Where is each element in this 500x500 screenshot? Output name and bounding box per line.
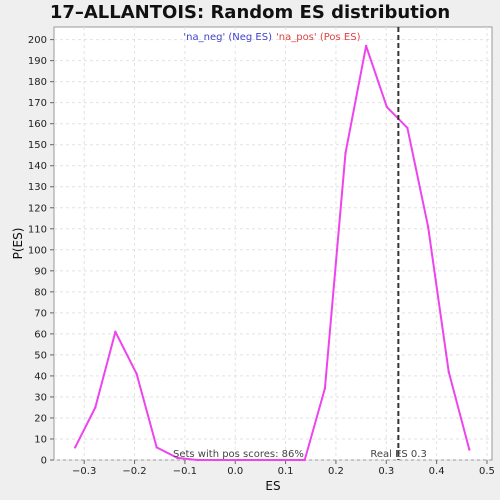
y-axis: 0 10 20 30 40 50 60 70 80 90 100 110 120 130 140 150 160… bbox=[28, 35, 54, 467]
y-tick-label: 40 bbox=[34, 371, 47, 382]
chart-title: 17–ALLANTOIS: Random ES distribution bbox=[50, 2, 450, 23]
y-tick-label: 0 bbox=[41, 456, 47, 467]
y-tick-label: 20 bbox=[34, 413, 47, 424]
data-point bbox=[73, 446, 77, 449]
x-axis: −0.3 −0.2 −0.1 0.0 0.1 0.2 0.3 0.4 0.5 bbox=[72, 460, 495, 477]
y-tick-label: 130 bbox=[28, 182, 47, 193]
data-point bbox=[406, 126, 409, 130]
y-tick-label: 170 bbox=[28, 98, 47, 109]
y-tick-label: 160 bbox=[28, 119, 47, 130]
y-tick-label: 50 bbox=[34, 350, 47, 361]
data-point bbox=[216, 458, 219, 462]
data-point bbox=[257, 458, 260, 462]
data-point bbox=[155, 446, 158, 449]
x-axis-label: ES bbox=[265, 479, 280, 493]
series-group bbox=[73, 44, 471, 462]
data-point bbox=[176, 456, 179, 460]
y-tick-label: 80 bbox=[34, 287, 47, 298]
plot-area bbox=[53, 26, 493, 461]
y-tick-label: 140 bbox=[28, 161, 47, 172]
y-tick-label: 150 bbox=[28, 140, 47, 151]
x-tick-label: 0.5 bbox=[479, 466, 495, 477]
y-tick-label: 180 bbox=[28, 77, 47, 88]
data-point bbox=[385, 105, 388, 109]
x-tick-label: 0.0 bbox=[227, 466, 243, 477]
data-point bbox=[196, 458, 199, 462]
data-point bbox=[303, 458, 306, 462]
data-point bbox=[364, 44, 368, 48]
y-tick-label: 90 bbox=[34, 266, 47, 277]
legend-neg-entry: 'na_neg' (Neg ES) bbox=[183, 32, 272, 43]
data-point bbox=[298, 458, 301, 462]
x-tick-label: −0.3 bbox=[72, 466, 96, 477]
grid-lines bbox=[54, 27, 492, 461]
y-tick-label: 120 bbox=[28, 203, 47, 214]
y-axis-label: P(ES) bbox=[11, 228, 25, 260]
y-tick-label: 60 bbox=[34, 329, 47, 340]
data-point bbox=[277, 458, 281, 462]
x-tick-label: 0.3 bbox=[378, 466, 394, 477]
y-tick-label: 190 bbox=[28, 56, 47, 67]
real-es-label: Real ES 0.3 bbox=[370, 449, 426, 460]
data-point bbox=[426, 225, 430, 228]
data-point bbox=[237, 458, 240, 462]
x-tick-label: 0.2 bbox=[328, 466, 344, 477]
y-tick-label: 110 bbox=[28, 224, 47, 235]
pos-scores-annotation: Sets with pos scores: 86% bbox=[173, 449, 304, 460]
y-tick-label: 200 bbox=[28, 35, 47, 46]
y-tick-label: 30 bbox=[34, 392, 47, 403]
y-tick-label: 70 bbox=[34, 308, 47, 319]
data-point bbox=[114, 330, 117, 333]
x-tick-label: 0.1 bbox=[278, 466, 294, 477]
data-point bbox=[323, 387, 327, 390]
x-tick-label: −0.2 bbox=[122, 466, 146, 477]
data-point bbox=[94, 406, 97, 409]
data-point bbox=[344, 151, 347, 155]
y-tick-label: 100 bbox=[28, 245, 47, 256]
x-tick-label: 0.4 bbox=[429, 466, 445, 477]
legend-pos-entry: 'na_pos' (Pos ES) bbox=[276, 32, 361, 43]
data-point bbox=[135, 372, 138, 375]
data-point bbox=[447, 370, 450, 373]
data-point bbox=[468, 448, 471, 451]
y-tick-label: 10 bbox=[34, 434, 47, 445]
x-tick-label: −0.1 bbox=[173, 466, 197, 477]
